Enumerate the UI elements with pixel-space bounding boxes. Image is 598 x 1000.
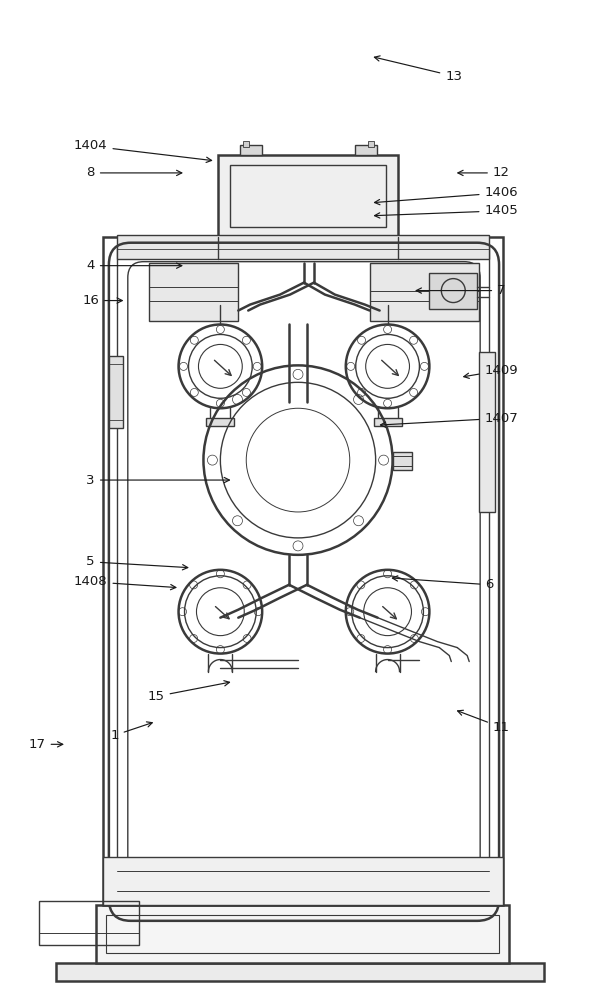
Text: 6: 6	[392, 576, 494, 591]
Text: 15: 15	[148, 681, 230, 703]
Text: 1408: 1408	[74, 575, 176, 590]
Bar	[56, 963, 544, 981]
Text: 11: 11	[457, 710, 510, 734]
Bar	[368, 141, 374, 147]
Bar	[429, 273, 477, 309]
Bar	[103, 857, 503, 905]
Bar	[218, 155, 398, 237]
Bar	[96, 905, 509, 963]
Text: 12: 12	[458, 166, 510, 179]
Bar	[109, 356, 123, 428]
Bar	[479, 352, 495, 512]
Text: 8: 8	[87, 166, 182, 179]
Bar	[106, 915, 499, 953]
Bar	[374, 418, 401, 426]
Text: 5: 5	[87, 555, 188, 570]
Text: 13: 13	[374, 56, 462, 83]
Bar	[230, 165, 386, 227]
Bar	[117, 235, 489, 259]
Text: 7: 7	[416, 284, 506, 297]
Text: 17: 17	[29, 738, 63, 751]
Bar	[240, 145, 262, 155]
Bar	[149, 263, 238, 320]
Text: 1407: 1407	[380, 412, 518, 427]
Text: 16: 16	[83, 294, 122, 307]
Bar	[103, 237, 503, 905]
Text: 3: 3	[87, 474, 230, 487]
Text: 1405: 1405	[374, 204, 518, 218]
Bar	[392, 452, 413, 470]
Bar	[39, 901, 139, 945]
Bar	[117, 245, 489, 891]
Bar	[243, 141, 249, 147]
Text: 1406: 1406	[374, 186, 518, 205]
Bar	[355, 145, 377, 155]
Text: 1: 1	[110, 722, 152, 742]
Bar	[206, 418, 234, 426]
Bar	[370, 263, 479, 320]
Text: 1409: 1409	[464, 364, 518, 378]
Text: 1404: 1404	[74, 139, 212, 162]
Text: 4: 4	[87, 259, 182, 272]
